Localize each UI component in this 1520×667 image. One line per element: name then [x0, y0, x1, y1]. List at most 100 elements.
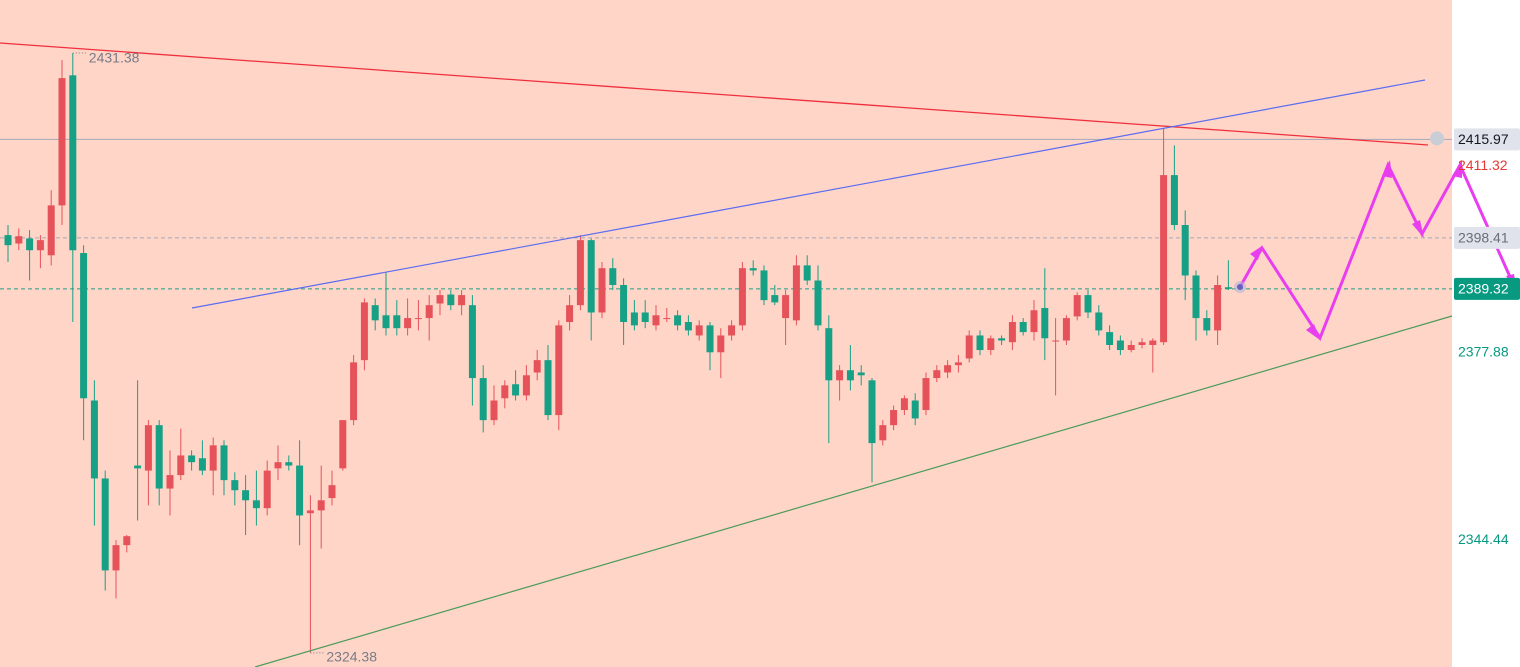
candle-body — [771, 295, 779, 303]
candle-body — [414, 318, 422, 320]
price-label: 2411.32 — [1458, 157, 1508, 173]
candle-body — [533, 360, 541, 373]
candle-body — [954, 362, 962, 366]
candle-body — [706, 325, 714, 353]
price-label-box — [1454, 226, 1520, 249]
plot-background — [0, 0, 1452, 667]
y-tick-label: 2377.88 — [1458, 344, 1509, 360]
candle-body — [998, 338, 1006, 341]
candle-body — [630, 312, 638, 326]
candle-body — [911, 400, 919, 419]
candle-body — [1062, 318, 1070, 341]
price-lines — [0, 138, 1452, 290]
labels: 2377.88 2344.44 2415.97 2411.32 2398.41 2389.… — [72, 50, 1520, 665]
candle-body — [1052, 340, 1060, 342]
price-label-box — [1454, 128, 1520, 151]
candle-body — [252, 500, 260, 509]
candle-body — [717, 335, 725, 353]
candle-body — [814, 280, 822, 326]
candle-body — [944, 365, 952, 373]
candle-body — [263, 470, 271, 509]
candle-body — [468, 305, 476, 379]
arrow-head — [1412, 220, 1424, 238]
candle-body — [846, 370, 854, 381]
arrow-head — [1382, 160, 1392, 178]
y-tick-label: 2344.44 — [1458, 531, 1509, 547]
candle-body — [1203, 318, 1211, 331]
candle-body — [1160, 175, 1168, 343]
candle-body — [1106, 332, 1114, 345]
candle-body — [1019, 322, 1027, 333]
candle-body — [69, 75, 77, 251]
arrow-head — [1452, 160, 1462, 178]
candle-body — [1138, 342, 1146, 345]
candle-body — [306, 510, 314, 514]
candle-body — [350, 362, 358, 421]
candle-body — [425, 305, 433, 319]
resistance-trendline[interactable] — [0, 42, 1429, 146]
price-axis — [1452, 0, 1520, 667]
candle-body — [198, 458, 206, 471]
candle-body — [166, 475, 174, 489]
candle-body — [501, 385, 509, 399]
candle-body — [393, 315, 401, 329]
candle-body — [566, 305, 574, 323]
candle-body — [328, 485, 336, 499]
candle-body — [1170, 175, 1178, 226]
candle-body — [15, 236, 23, 244]
candle-body — [144, 425, 152, 471]
candle-body — [134, 465, 142, 469]
price-label: 2398.41 — [1458, 230, 1509, 246]
candle-body — [1149, 340, 1157, 345]
candle-body — [825, 328, 833, 381]
candle-body — [58, 78, 66, 206]
candle-body — [663, 318, 671, 320]
candle-body — [1030, 310, 1038, 333]
price-label: 2415.97 — [1458, 131, 1509, 147]
candle-body — [587, 240, 595, 313]
candle-body — [933, 370, 941, 379]
candle-body — [922, 378, 930, 411]
candle-body — [101, 478, 109, 571]
candle-body — [555, 325, 563, 416]
candle-body — [479, 378, 487, 421]
candle-body — [242, 490, 250, 501]
candle-body — [458, 295, 466, 306]
candle-body — [900, 398, 908, 411]
candles — [4, 52, 1232, 653]
arrow-head — [1250, 246, 1262, 260]
candle-body — [274, 462, 282, 469]
candle-body — [447, 294, 455, 306]
candle-body — [803, 265, 811, 281]
candle-body — [490, 400, 498, 421]
candle-body — [80, 253, 88, 399]
candle-body — [220, 445, 228, 481]
candle-body — [231, 480, 239, 491]
candle-body — [296, 465, 304, 516]
candle-body — [339, 420, 347, 469]
candle-body — [1116, 340, 1124, 351]
candle-body — [879, 425, 887, 441]
candle-body — [868, 380, 876, 444]
high-label: 2431.38 — [89, 50, 140, 66]
candle-body — [674, 315, 682, 326]
candle-body — [1214, 285, 1222, 331]
candle-body — [1073, 295, 1081, 317]
candle-body — [836, 370, 844, 381]
candle-body — [1224, 287, 1232, 289]
candle-body — [26, 238, 34, 251]
candle-body — [544, 360, 552, 416]
candle-body — [47, 205, 55, 256]
candle-body — [738, 268, 746, 326]
candle-body — [749, 268, 757, 271]
channel-trendline[interactable] — [191, 79, 1426, 309]
candle-body — [209, 445, 217, 471]
candle-body — [436, 295, 444, 304]
candle-body — [123, 536, 131, 546]
candle-body — [760, 270, 768, 301]
candle-body — [1095, 312, 1103, 331]
candle-body — [792, 265, 800, 321]
alert-bell — [1430, 131, 1444, 146]
support-trendline[interactable] — [254, 315, 1453, 667]
candle-body — [404, 318, 412, 329]
